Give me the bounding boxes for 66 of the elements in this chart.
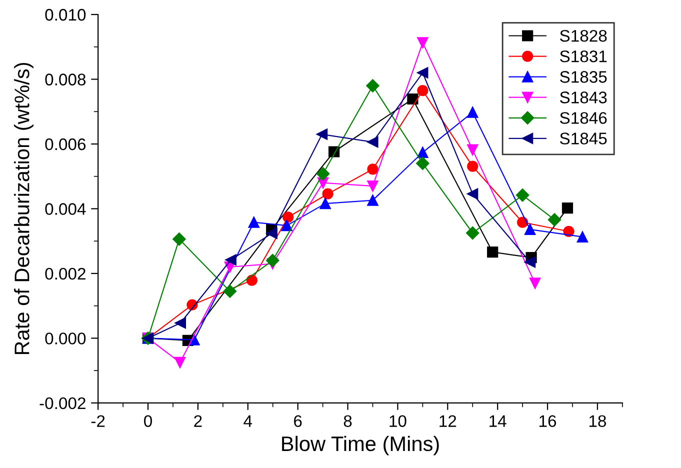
- point: [517, 216, 528, 228]
- point: [266, 228, 278, 239]
- point: [524, 256, 536, 268]
- point: [223, 284, 236, 298]
- point: [367, 164, 378, 175]
- point: [467, 160, 478, 172]
- point: [246, 274, 258, 286]
- y-tick-label: 0.002: [45, 268, 86, 280]
- x-tick-label: 14: [490, 415, 506, 427]
- legend-label: S1845: [560, 132, 607, 144]
- point: [417, 37, 428, 48]
- point: [266, 254, 280, 268]
- legend-label: S1843: [560, 92, 607, 104]
- point: [367, 180, 378, 192]
- point: [281, 220, 292, 232]
- x-tick-label: 6: [294, 415, 302, 427]
- point: [366, 79, 380, 92]
- point: [467, 188, 478, 200]
- x-tick-label: 16: [540, 415, 556, 427]
- y-tick-label: 0.010: [45, 8, 86, 21]
- point: [316, 167, 330, 180]
- point: [367, 136, 378, 148]
- point: [174, 356, 186, 368]
- y-tick-label: 0.008: [45, 74, 86, 86]
- x-tick-label: 0: [144, 415, 152, 427]
- point: [316, 128, 328, 140]
- point: [407, 93, 418, 105]
- y-tick-label: 0.004: [45, 203, 86, 215]
- y-tick-label: 0.006: [45, 138, 86, 150]
- point: [225, 254, 236, 266]
- point: [417, 85, 428, 96]
- x-axis-title: Blow Time (Mins): [282, 436, 439, 456]
- point: [516, 188, 530, 202]
- legend-label: S1835: [560, 71, 607, 83]
- point: [367, 194, 378, 206]
- x-tick-label: 2: [194, 415, 202, 427]
- point: [466, 226, 480, 240]
- point: [529, 278, 541, 289]
- legend-label: S1831: [560, 50, 607, 62]
- point: [417, 146, 428, 158]
- x-tick-label: 8: [344, 415, 352, 427]
- point: [576, 231, 588, 242]
- legend-label: S1846: [560, 112, 607, 124]
- point: [467, 144, 478, 156]
- x-tick-label: 12: [440, 415, 456, 427]
- point: [524, 224, 536, 235]
- y-tick-label: -0.002: [40, 397, 86, 410]
- point: [174, 317, 186, 329]
- point: [322, 188, 334, 200]
- x-tick-label: -2: [91, 415, 105, 427]
- point: [172, 232, 186, 246]
- y-tick-label: 0.000: [45, 332, 86, 344]
- legend-label: S1828: [560, 30, 607, 42]
- point: [487, 246, 498, 258]
- point: [282, 212, 294, 223]
- point: [467, 106, 478, 118]
- point: [562, 202, 574, 214]
- x-tick-label: 4: [244, 415, 252, 427]
- point: [320, 198, 331, 210]
- x-tick-label: 10: [390, 415, 406, 427]
- point: [416, 156, 430, 170]
- point: [417, 67, 428, 78]
- point: [248, 216, 260, 228]
- point: [548, 213, 562, 226]
- y-axis-title: Rate of Decarburization (wt%/s): [14, 62, 34, 354]
- x-tick-label: 18: [589, 415, 606, 427]
